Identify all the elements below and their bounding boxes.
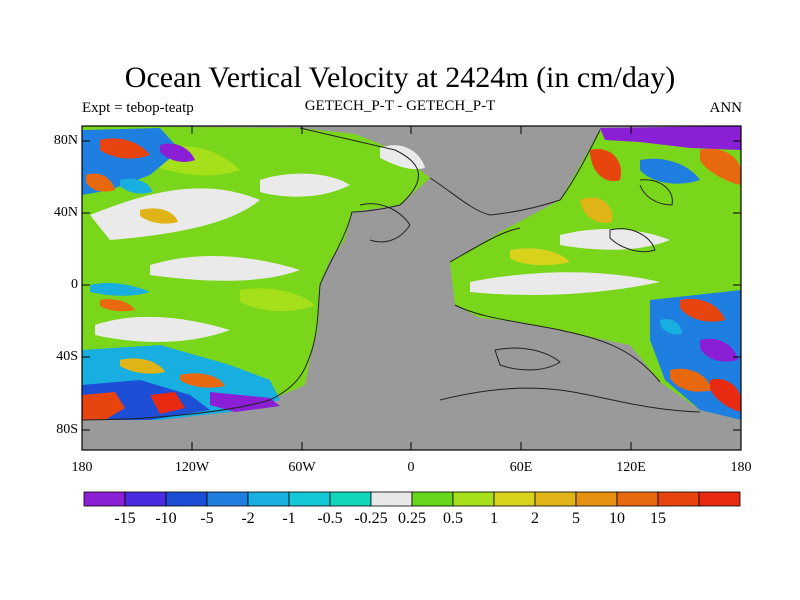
colorbar-label: -0.25 bbox=[354, 510, 388, 527]
colorbar-swatch bbox=[124, 491, 167, 507]
y-label-40s: 40S bbox=[56, 349, 78, 364]
colorbar-label: -1 bbox=[282, 510, 296, 527]
colorbar-swatch bbox=[493, 491, 536, 507]
coastlines bbox=[82, 127, 701, 421]
x-label-60w: 60W bbox=[288, 460, 316, 475]
colorbar-label: 15 bbox=[650, 510, 666, 527]
y-label-80s: 80S bbox=[56, 422, 78, 437]
colorbar-label: 0.5 bbox=[443, 510, 463, 527]
colorbar-label: -5 bbox=[200, 510, 214, 527]
y-label-80n: 80N bbox=[53, 133, 78, 148]
colorbar-label: 2 bbox=[531, 510, 539, 527]
colorbar-swatch bbox=[247, 491, 290, 507]
colorbar-swatch bbox=[452, 491, 495, 507]
y-ticks bbox=[82, 140, 741, 431]
y-label-0: 0 bbox=[71, 277, 78, 292]
colorbar-label: 0.25 bbox=[398, 510, 426, 527]
page-title: Ocean Vertical Velocity at 2424m (in cm/… bbox=[124, 61, 676, 94]
map-field bbox=[82, 126, 741, 450]
x-label-180w: 180 bbox=[71, 460, 93, 475]
x-label-0: 0 bbox=[407, 460, 415, 475]
colorbar-label: -15 bbox=[114, 510, 136, 527]
experiment-label: Expt = tebop-teatp bbox=[82, 100, 194, 116]
colorbar-swatch bbox=[288, 491, 331, 507]
colorbar-swatch bbox=[206, 491, 249, 507]
colorbar-swatch bbox=[575, 491, 618, 507]
colorbar-label: -10 bbox=[155, 510, 177, 527]
colorbar-label: 10 bbox=[609, 510, 625, 527]
colorbar-label: -0.5 bbox=[317, 510, 343, 527]
colorbar-swatch bbox=[370, 491, 413, 507]
colorbar-swatch bbox=[329, 491, 372, 507]
colorbar-label: -2 bbox=[241, 510, 255, 527]
colorbar-swatch bbox=[411, 491, 454, 507]
season-label: ANN bbox=[709, 100, 743, 116]
colorbar-swatch bbox=[83, 491, 126, 507]
colorbar-swatch bbox=[165, 491, 208, 507]
y-label-40n: 40N bbox=[53, 205, 78, 220]
dataset-label: GETECH_P-T - GETECH_P-T bbox=[304, 98, 496, 114]
x-label-120e: 120E bbox=[616, 460, 646, 475]
x-label-180e: 180 bbox=[730, 460, 752, 475]
colorbar-label: 1 bbox=[490, 510, 498, 527]
x-ticks bbox=[81, 126, 742, 450]
colorbar-swatch bbox=[698, 491, 741, 507]
x-label-60e: 60E bbox=[509, 460, 533, 475]
colorbar-label: 5 bbox=[572, 510, 580, 527]
x-label-120w: 120W bbox=[174, 460, 210, 475]
colorbar-swatch bbox=[616, 491, 659, 507]
colorbar-swatch bbox=[534, 491, 577, 507]
colorbar bbox=[83, 491, 741, 507]
colorbar-swatch bbox=[657, 491, 700, 507]
